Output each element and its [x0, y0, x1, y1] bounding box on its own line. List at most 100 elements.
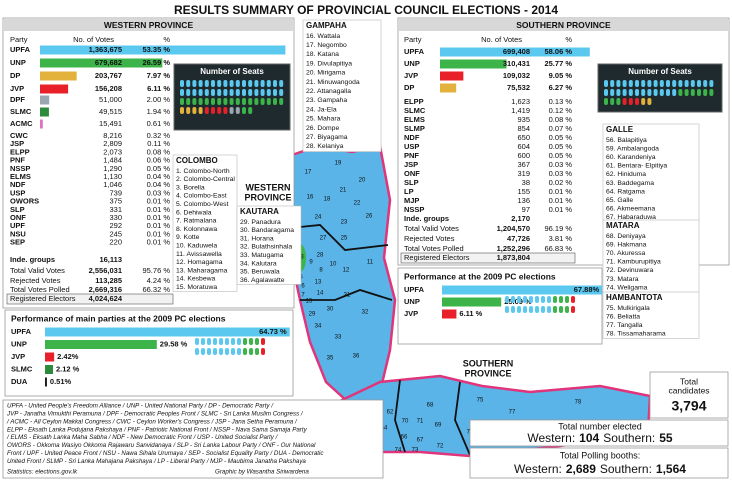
seat-icon	[703, 80, 708, 87]
map-number: 16	[307, 195, 314, 201]
party-votes: 310,431	[503, 59, 530, 68]
seat-icon	[180, 89, 184, 96]
party-votes: 650	[517, 133, 530, 142]
map-number: 11	[367, 260, 374, 266]
panel-header	[398, 19, 729, 31]
vote-icon	[219, 338, 223, 345]
map-number: 67	[417, 438, 424, 444]
electorate: 2. Colombo-Central	[176, 176, 235, 183]
seat-icon	[647, 80, 652, 87]
party-votes: 156,208	[95, 84, 122, 93]
seat-icon	[186, 98, 191, 105]
electorate: 3. Borella	[176, 184, 205, 191]
map-number: 20	[359, 178, 366, 184]
seat-icon	[622, 89, 627, 96]
seat-icon	[622, 80, 627, 87]
map-number: 66	[401, 435, 408, 441]
elected-southern: 55	[659, 431, 673, 445]
seat-icon	[279, 80, 284, 87]
map-number: 27	[320, 236, 327, 242]
party-name: JSP	[10, 139, 24, 148]
total-pct: 3.81 %	[549, 234, 573, 243]
vote-bar	[40, 58, 163, 68]
map-number: 9	[309, 260, 313, 266]
party-votes: 203,767	[95, 71, 122, 80]
party-pct: 0.07 %	[549, 124, 573, 133]
total-votes: 47,726	[507, 234, 530, 243]
total-votes: 1,873,804	[497, 253, 531, 262]
booths-southern-label: Southern:	[600, 462, 652, 476]
total-name: Rejected Votes	[10, 276, 61, 285]
seat-icon	[684, 89, 689, 96]
district-box	[602, 123, 700, 223]
vote-bar	[40, 45, 286, 55]
legend-line: UPFA - United People's Freedom Alliance …	[7, 403, 274, 410]
electorate: 74. Weligama	[606, 284, 648, 291]
legend-line: / ACMC - All Ceylon Makkal Congress / CW…	[6, 418, 298, 425]
party-pct: 0.05 %	[549, 142, 573, 151]
total-name: Total Votes Polled	[404, 244, 464, 253]
party-votes: 375	[109, 197, 122, 206]
seat-icon	[709, 80, 714, 87]
vote-icon	[511, 296, 515, 303]
legend-line: JVP - Janatha Vimukthi Peramuna / DPF - …	[6, 411, 304, 418]
seat-icon	[248, 89, 253, 96]
party-pct: 0.01 %	[147, 238, 171, 247]
province-heading: WESTERN PROVINCE	[104, 20, 194, 30]
party-name: LP	[404, 187, 414, 196]
vote-icon	[541, 296, 545, 303]
party-name: SLP	[10, 205, 25, 214]
seat-icon	[266, 98, 271, 105]
performance-heading: Performance of main parties at the 2009 …	[11, 313, 226, 323]
party-name: JVP	[10, 84, 24, 93]
seats-heading: Number of Seats	[200, 67, 264, 76]
vote-icon	[547, 306, 551, 313]
candidates-label: Total	[680, 376, 698, 386]
map-number: 14	[317, 291, 324, 297]
performance-pct: 67.88%	[574, 285, 600, 294]
party-name: DP	[404, 83, 414, 92]
party-pct: 0.01 %	[147, 205, 171, 214]
party-name: UNP	[10, 58, 26, 67]
party-pct: 0.03 %	[549, 160, 573, 169]
map-number: 24	[315, 215, 322, 221]
seat-icon	[641, 80, 646, 87]
credit-source: Statistics: elections.gov.lk	[7, 469, 78, 476]
electorate: 32. Bulathsinhala	[240, 244, 292, 251]
party-name: ELMS	[10, 172, 31, 181]
total-name: Total Votes Polled	[10, 285, 70, 294]
map-number: 18	[324, 197, 331, 203]
electorate: 72. Devinuwara	[606, 267, 653, 274]
seat-icon	[254, 89, 259, 96]
total-votes: 1,252,296	[497, 244, 530, 253]
seat-icon	[635, 89, 639, 96]
district-box	[602, 291, 700, 339]
party-pct: 1.94 %	[147, 107, 171, 116]
vote-icon	[201, 348, 205, 355]
vote-icon	[213, 348, 217, 355]
party-pct: 0.12 %	[549, 106, 573, 115]
party-votes: 330	[109, 213, 122, 222]
total-name: Total Valid Votes	[404, 224, 459, 233]
seat-icon	[204, 89, 209, 96]
map-number: 35	[327, 356, 334, 362]
vote-bar	[40, 107, 49, 117]
vote-icon	[231, 338, 235, 345]
map-number: 13	[315, 280, 322, 286]
seat-icon	[242, 89, 246, 96]
province-map-label: SOUTHERN	[463, 358, 514, 368]
vote-bar	[40, 84, 69, 94]
electorate: 76. Beliatta	[606, 313, 640, 320]
seat-icon	[211, 98, 215, 105]
seat-icon	[217, 89, 222, 96]
seat-icon	[659, 80, 664, 87]
seat-icon	[703, 89, 708, 96]
column-header: Party	[10, 35, 28, 44]
electorate: 4. Colombo-East	[176, 193, 227, 200]
party-name: NSSP	[404, 205, 424, 214]
vote-icon	[249, 348, 253, 355]
vote-bar	[440, 59, 507, 69]
map-number: 12	[343, 268, 350, 274]
total-name: Total Valid Votes	[10, 266, 65, 275]
party-pct: 0.02 %	[549, 178, 573, 187]
